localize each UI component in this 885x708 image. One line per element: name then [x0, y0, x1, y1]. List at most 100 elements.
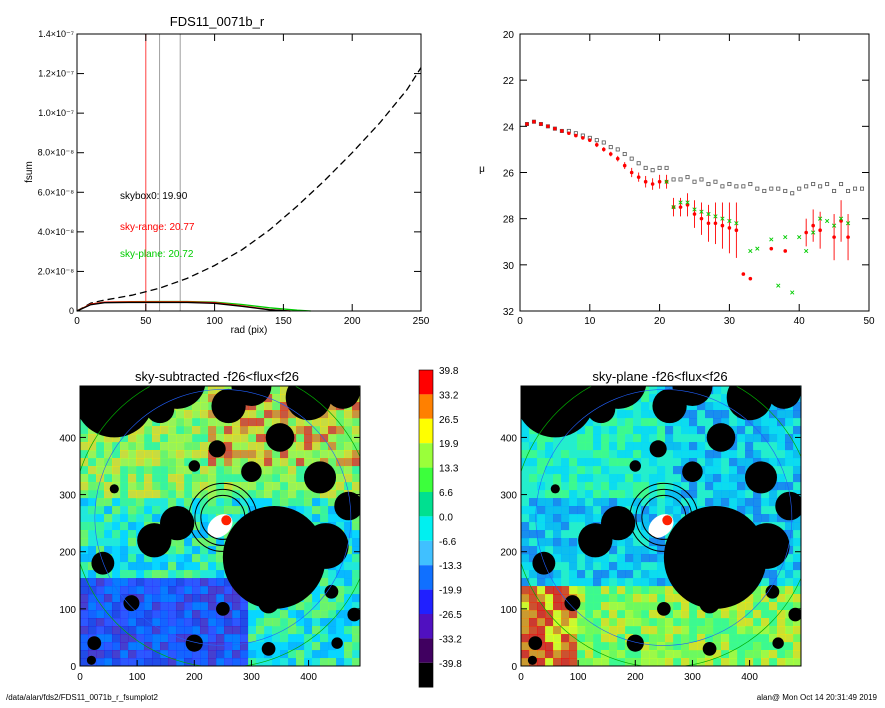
heatmap-y-tick-label: 0: [70, 662, 76, 673]
heatmap-cell: [208, 498, 217, 507]
heatmap-cell: [312, 602, 321, 611]
heatmap-cell: [593, 570, 602, 579]
heatmap-cell: [304, 650, 313, 659]
heatmap-cell: [240, 602, 249, 611]
heatmap-cell: [777, 634, 786, 643]
mu-point-total: [650, 168, 655, 173]
heatmap-cell: [681, 442, 690, 451]
heatmap-cell: [641, 426, 650, 435]
heatmap-cell: [625, 434, 634, 443]
heatmap-cell: [144, 442, 153, 451]
heatmap-cell: [136, 466, 145, 475]
heatmap-cell: [192, 514, 201, 523]
heatmap-cell: [553, 578, 562, 587]
heatmap-cell: [88, 450, 97, 459]
heatmap-cell: [553, 538, 562, 547]
heatmap-left-frame: [79, 385, 361, 667]
fsum-x-tick-label: 150: [275, 316, 292, 327]
heatmap-cell: [112, 562, 121, 571]
heatmap-cell: [152, 514, 161, 523]
heatmap-cell: [208, 634, 217, 643]
heatmap-cell: [561, 658, 570, 666]
heatmap-cell: [136, 562, 145, 571]
heatmap-cell: [200, 498, 209, 507]
heatmap-cell: [216, 562, 225, 571]
heatmap-cell: [737, 506, 746, 515]
heatmap-cell: [312, 650, 321, 659]
heatmap-cell: [561, 530, 570, 539]
heatmap-cell: [625, 482, 634, 491]
heatmap-cell: [232, 490, 241, 499]
heatmap-cell: [633, 658, 642, 666]
heatmap-cell: [785, 442, 794, 451]
heatmap-cell: [128, 538, 137, 547]
heatmap-cell: [689, 498, 698, 507]
heatmap-cell: [176, 578, 185, 587]
heatmap-cell: [256, 442, 265, 451]
heatmap-cell: [673, 618, 682, 627]
heatmap-cell: [80, 626, 89, 635]
heatmap-cell: [192, 562, 201, 571]
heatmap-cell: [144, 498, 153, 507]
heatmap-cell: [689, 658, 698, 666]
heatmap-cell: [288, 410, 297, 419]
heatmap-cell: [184, 442, 193, 451]
heatmap-cell: [88, 594, 97, 603]
masked-source: [649, 440, 667, 458]
heatmap-cell: [104, 506, 113, 515]
heatmap-cell: [633, 578, 642, 587]
fsum-y-axis-label: fsum: [24, 161, 35, 183]
heatmap-cell: [184, 562, 193, 571]
heatmap-cell: [160, 442, 169, 451]
heatmap-cell: [785, 658, 794, 666]
heatmap-cell: [152, 658, 161, 666]
galaxy-core-edge: [662, 515, 673, 526]
heatmap-cell: [641, 402, 650, 411]
heatmap-cell: [633, 450, 642, 459]
aperture-ring: [200, 494, 246, 540]
heatmap-cell: [561, 578, 570, 587]
heatmap-cell: [777, 466, 786, 475]
heatmap-cell: [569, 442, 578, 451]
heatmap-cell: [689, 642, 698, 651]
heatmap-cell: [336, 474, 345, 483]
heatmap-cell: [793, 522, 801, 531]
fsum-y-tick-label: 4.0×10⁻⁸: [38, 227, 75, 237]
heatmap-cell: [120, 514, 129, 523]
heatmap-cell: [168, 482, 177, 491]
heatmap-cell: [665, 482, 674, 491]
heatmap-cell: [216, 554, 225, 563]
heatmap-cell: [601, 658, 610, 666]
heatmap-cell: [240, 450, 249, 459]
heatmap-cell: [120, 474, 129, 483]
heatmap-cell: [641, 418, 650, 427]
mu-point-total: [839, 182, 844, 187]
heatmap-cell: [673, 466, 682, 475]
heatmap-cell: [256, 402, 265, 411]
heatmap-cell: [336, 490, 345, 499]
heatmap-cell: [176, 594, 185, 603]
heatmap-cell: [569, 458, 578, 467]
heatmap-cell: [529, 442, 538, 451]
heatmap-cell: [224, 586, 233, 595]
heatmap-left-apertures: [80, 386, 360, 666]
heatmap-cell: [585, 450, 594, 459]
colorbar-swatch: [419, 394, 433, 419]
heatmap-cell: [112, 434, 121, 443]
heatmap-cell: [160, 618, 169, 627]
heatmap-cell: [697, 458, 706, 467]
heatmap-cell: [280, 658, 289, 666]
heatmap-cell: [192, 498, 201, 507]
heatmap-y-tick-label: 400: [59, 433, 76, 444]
heatmap-cell: [264, 498, 273, 507]
heatmap-cell: [521, 554, 530, 563]
heatmap-cell: [96, 650, 105, 659]
heatmap-cell: [264, 474, 273, 483]
heatmap-cell: [96, 522, 105, 531]
heatmap-cell: [649, 578, 658, 587]
heatmap-cell: [777, 650, 786, 659]
heatmap-cell: [649, 562, 658, 571]
heatmap-cell: [128, 498, 137, 507]
heatmap-cell: [88, 602, 97, 611]
mu-point-sky-range: [525, 122, 529, 126]
